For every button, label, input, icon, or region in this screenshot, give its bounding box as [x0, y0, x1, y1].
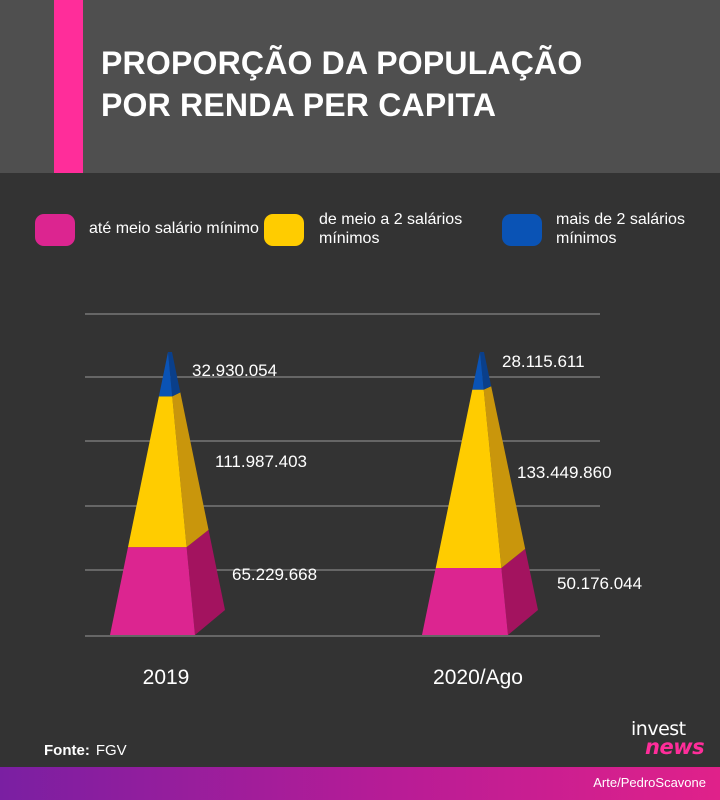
pyramid-segment-high-income-2019: [158, 352, 173, 397]
pyramid-side-high-income-2020-ago: [480, 352, 492, 390]
pyramid-segment-mid-income-2019: [128, 396, 187, 548]
pyramid-segment-high-income-2020-ago: [472, 352, 484, 390]
legend-swatch-low-income: [35, 214, 75, 246]
pyramid-side-low-income-2020-ago: [501, 548, 538, 635]
legend-swatch-mid-income: [264, 214, 304, 246]
legend-label-low-income: até meio salário mínimo: [89, 220, 259, 237]
title-line-1: PROPORÇÃO DA POPULAÇÃO: [101, 45, 583, 81]
source-label: Fonte:: [44, 742, 90, 759]
legend-label-mid-income: de meio a 2 salários mínimos: [319, 211, 463, 247]
category-label-2020-ago: 2020/Ago: [433, 666, 523, 689]
data-label-high-income-2020-ago: 28.115.611: [502, 352, 585, 371]
data-label-low-income-2020-ago: 50.176.044: [557, 574, 642, 593]
pyramid-segment-low-income-2019: [110, 547, 195, 635]
investnews-logo: invest news: [631, 718, 711, 759]
header: PROPORÇÃO DA POPULAÇÃO POR RENDA PER CAP…: [0, 0, 720, 173]
pyramid-side-mid-income-2019: [172, 392, 209, 548]
data-label-high-income-2019: 32.930.054: [192, 361, 277, 380]
footer-bar: Arte/PedroScavone: [0, 767, 720, 800]
data-label-low-income-2019: 65.229.668: [232, 565, 317, 584]
category-label-2019: 2019: [143, 666, 190, 689]
accent-bar: [54, 0, 83, 173]
title-line-2: POR RENDA PER CAPITA: [101, 87, 497, 123]
pyramid-side-high-income-2019: [168, 352, 181, 397]
chart-title: PROPORÇÃO DA POPULAÇÃO POR RENDA PER CAP…: [101, 42, 701, 126]
pyramid-side-low-income-2019: [186, 529, 225, 635]
pyramid-segment-mid-income-2020-ago: [435, 389, 502, 568]
data-label-mid-income-2020-ago: 133.449.860: [517, 463, 612, 482]
art-credit: Arte/PedroScavone: [593, 775, 706, 790]
pyramid-segment-low-income-2020-ago: [422, 567, 508, 635]
legend-label-high-income: mais de 2 salários mínimos: [556, 211, 685, 247]
logo-bottom-text: news: [645, 735, 705, 759]
source-value: FGV: [95, 742, 127, 759]
logo-top-text: invest: [631, 718, 686, 740]
data-label-mid-income-2019: 111.987.403: [215, 452, 307, 471]
pyramid-side-mid-income-2020-ago: [483, 386, 526, 568]
legend-swatch-high-income: [502, 214, 542, 246]
source-note: Fonte: FGV: [44, 742, 127, 759]
